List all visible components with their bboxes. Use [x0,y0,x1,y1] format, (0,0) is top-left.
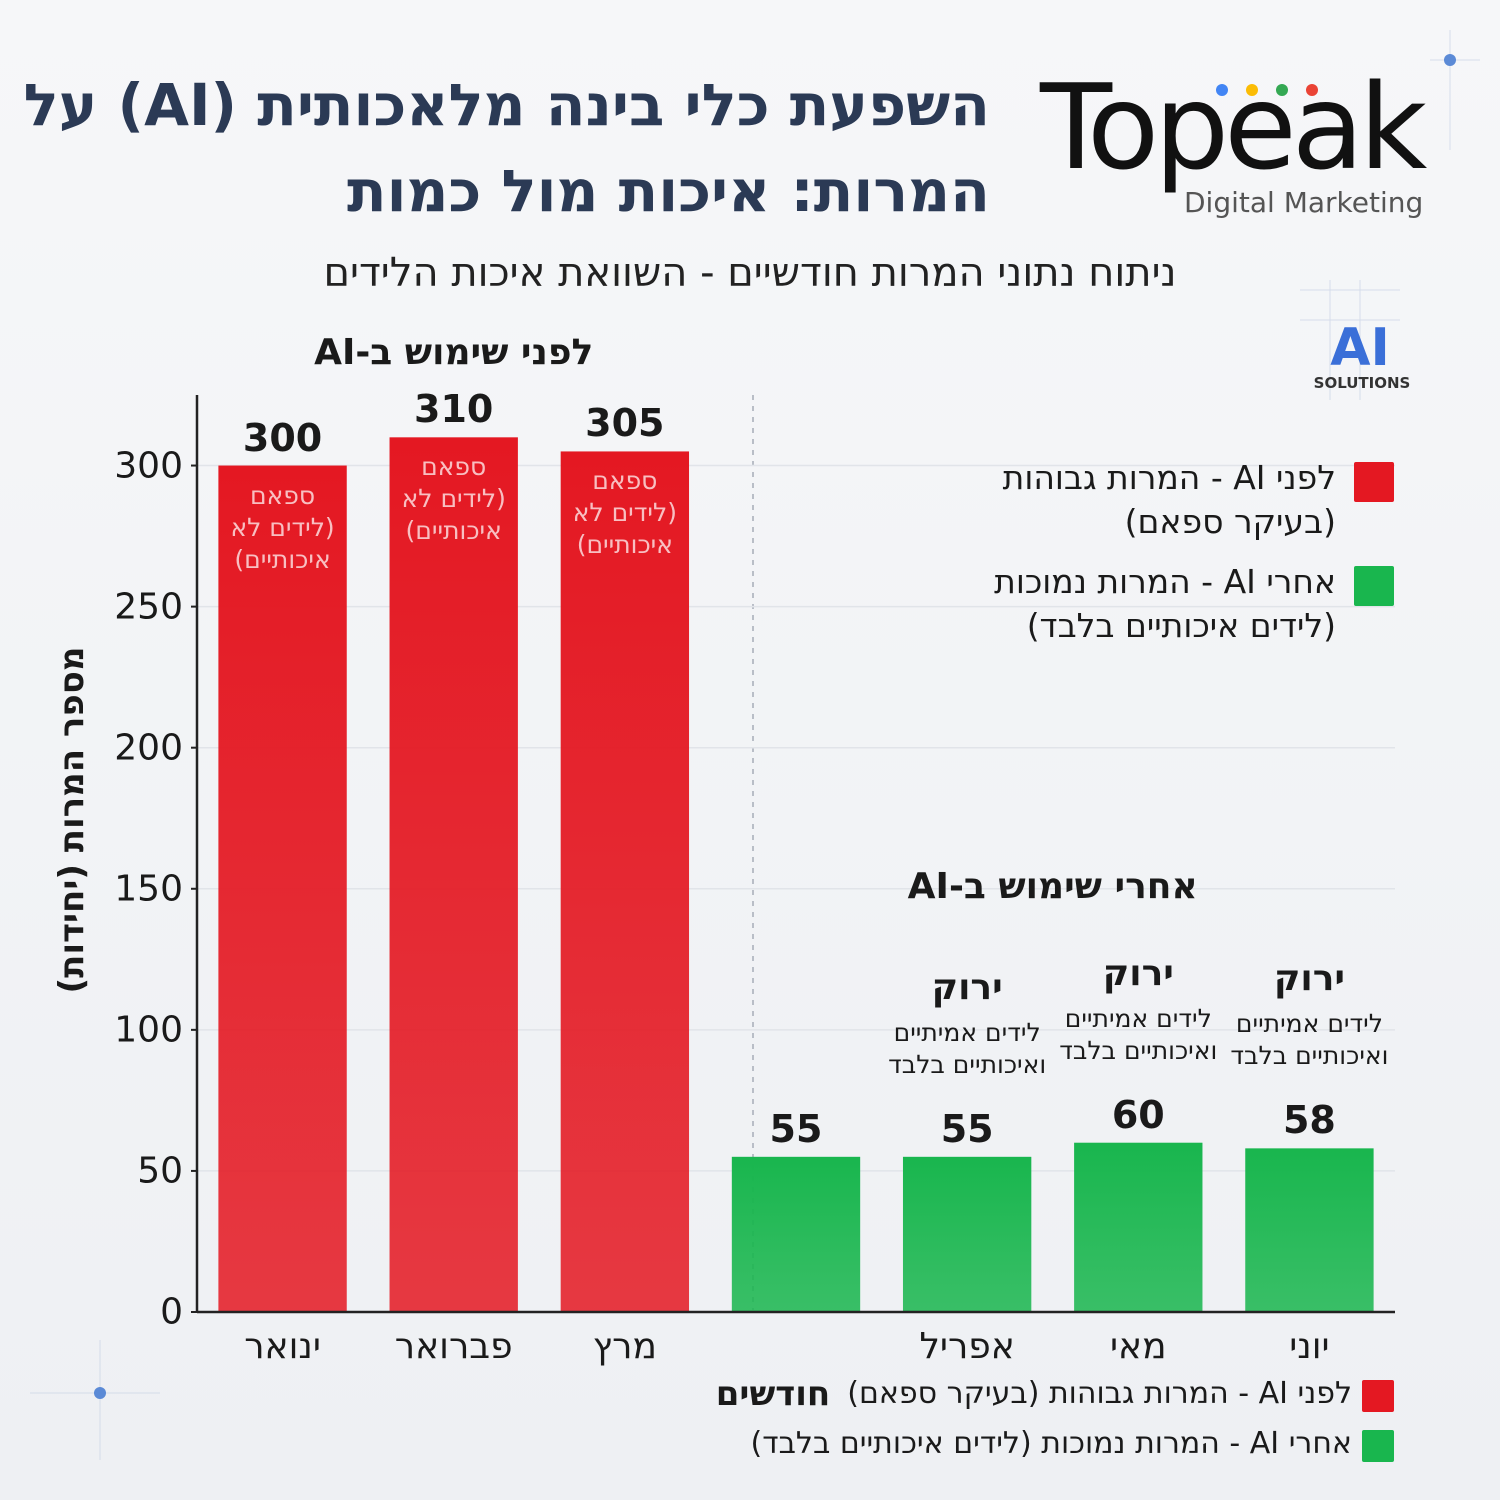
bar-note: לידים אמיתיים ואיכותיים בלבד [888,1017,1047,1079]
y-tick-label: 250 [114,586,183,628]
x-tick-label: פברואר [394,1326,513,1367]
bar [902,1156,1032,1312]
decor-dot [1444,54,1456,66]
y-tick-label: 200 [114,727,183,769]
y-tick-label: 300 [114,445,183,487]
value-label: 310 [414,387,494,432]
bar-note-title: ירוק [1273,958,1345,1000]
bar [560,451,690,1312]
bar [731,1156,861,1312]
value-label: 58 [1282,1098,1336,1143]
badge-sub: SOLUTIONS [1313,374,1411,392]
y-tick-label: 0 [160,1291,183,1333]
bar [1074,1142,1203,1312]
section-label: לפני שימוש ב-AI [314,332,594,373]
y-tick-label: 150 [114,868,183,910]
value-label: 55 [769,1106,823,1151]
logo: Topeak [1040,58,1427,196]
section-label: אחרי שימוש ב-AI [907,866,1198,907]
badge: AI [1330,318,1390,378]
bar-note: ספאם (לידים לא איכותיים) [230,480,335,574]
y-tick-label: 50 [137,1150,183,1192]
bar [218,465,347,1312]
bar [389,437,518,1312]
legend-swatch [1362,1430,1394,1462]
logo-dot [1276,84,1288,96]
legend-swatch [1354,566,1394,606]
legend-label: לפני AI - המרות גבוהות (בעיקר ספאם) [1002,458,1336,541]
logo-dot [1216,84,1228,96]
value-label: 60 [1111,1092,1165,1137]
logo-dot [1306,84,1318,96]
legend-label: אחרי AI - המרות נמוכות (לידים איכותיים ב… [750,1426,1353,1461]
bar-note: לידים אמיתיים ואיכותיים בלבד [1059,1003,1218,1065]
bar-note: ספאם (לידים לא איכותיים) [572,466,677,560]
x-tick-label: מרץ [592,1326,657,1367]
bar-note-title: ירוק [1102,952,1174,994]
bar-note: לידים אמיתיים ואיכותיים בלבד [1230,1009,1389,1071]
bar-note: ספאם (לידים לא איכותיים) [401,452,506,546]
y-tick-label: 100 [114,1009,183,1051]
logo-tagline: Digital Marketing [1184,186,1424,219]
legend-label: לפני AI - המרות גבוהות (בעיקר ספאם) [847,1376,1352,1411]
bar [1245,1148,1374,1312]
legend-swatch [1362,1380,1394,1412]
x-tick-label: אפריל [919,1326,1015,1367]
x-tick-label: ינואר [244,1326,321,1367]
y-axis-label: מספר המרות (יחידות) [52,646,92,994]
value-label: 305 [585,401,665,446]
value-label: 55 [940,1106,994,1151]
legend-label: אחרי AI - המרות נמוכות (לידים איכותיים ב… [994,562,1336,645]
x-axis-label: חודשים [715,1374,831,1414]
logo-dot [1246,84,1258,96]
value-label: 300 [242,415,323,460]
bar-note-title: ירוק [931,966,1003,1008]
legend-swatch [1354,462,1394,502]
x-tick-label: יוני [1289,1326,1330,1367]
chart-subtitle: ניתוח נתוני המרות חודשיים - השוואת איכות… [323,250,1177,296]
chart-title: השפעת כלי בינה מלאכותית (AI) על המרות: א… [23,71,990,225]
decor-dot [94,1387,106,1399]
x-tick-label: מאי [1109,1326,1167,1367]
